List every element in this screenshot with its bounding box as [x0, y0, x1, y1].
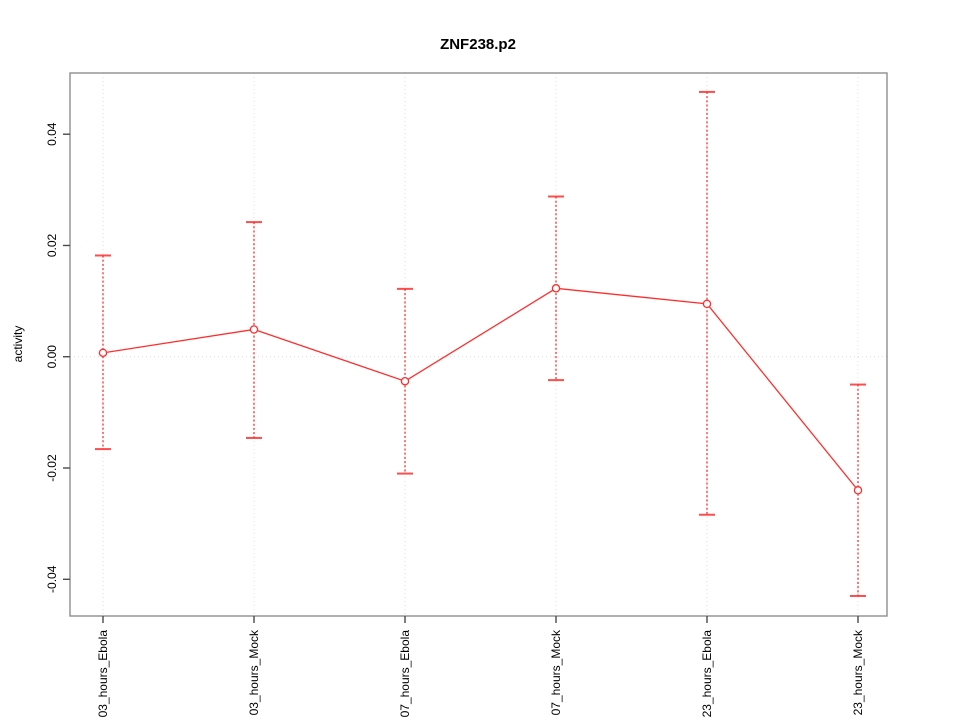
data-point-marker [98, 348, 108, 358]
data-point-marker [702, 299, 712, 309]
x-tick-label: 07_hours_Ebola [398, 630, 412, 718]
data-point-marker [249, 325, 259, 334]
x-tick-label: 03_hours_Ebola [96, 630, 110, 718]
chart-title: ZNF238.p2 [440, 36, 516, 53]
data-point-marker [853, 486, 863, 495]
plot-area: -0.04 -0.02 0.00 0.02 0.04 03_hours_Ebola 03_h… [45, 72, 888, 718]
y-tick-label: 0.02 [45, 233, 59, 257]
y-tick-label: -0.04 [45, 565, 59, 593]
x-tick-label: 03_hours_Mock [247, 629, 261, 715]
plot-frame [69, 72, 888, 617]
x-tick-label: 23_hours_Mock [851, 629, 865, 715]
y-axis-label: activity [11, 326, 25, 363]
y-tick-label: -0.02 [45, 454, 59, 482]
data-point-marker [551, 284, 561, 293]
data-point-marker [400, 376, 410, 386]
y-tick-label: 0.04 [45, 122, 59, 146]
y-tick-label: 0.00 [45, 345, 59, 369]
series-line [102, 287, 859, 491]
x-tick-label: 07_hours_Mock [549, 629, 563, 715]
x-tick-label: 23_hours_Ebola [700, 630, 714, 718]
